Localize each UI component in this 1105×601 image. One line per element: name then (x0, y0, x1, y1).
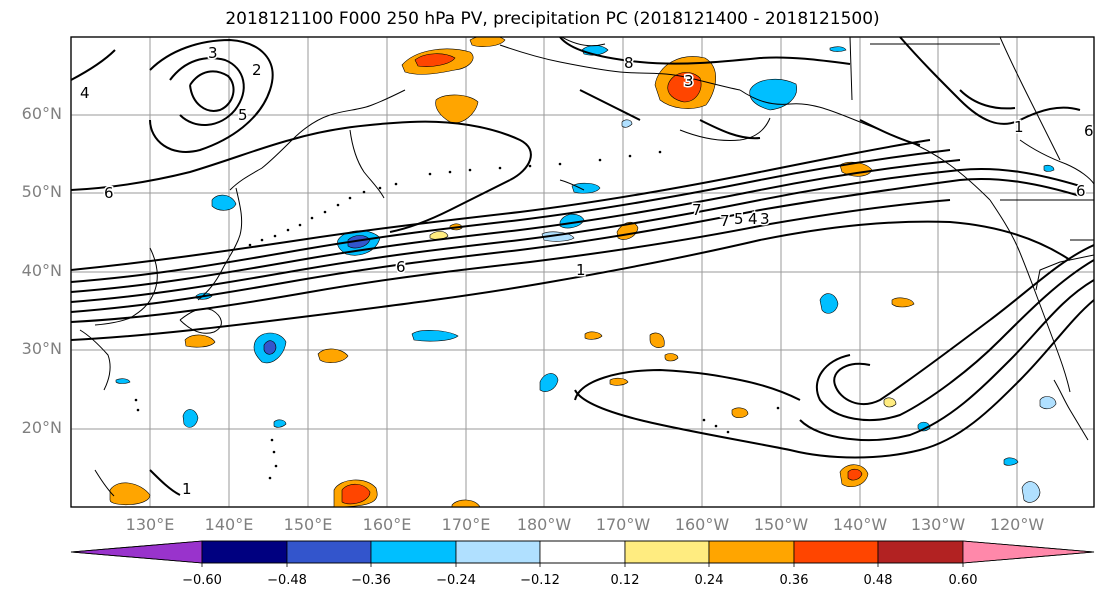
contour-label: 5 (238, 106, 248, 124)
contour-label: 1 (182, 480, 192, 498)
colorbar-segment (539, 540, 626, 564)
contour-label: 3 (208, 44, 218, 62)
contour-label: 7 (692, 201, 702, 219)
contour-label: 6 (1084, 122, 1094, 140)
map-title: 2018121100 F000 250 hPa PV, precipitatio… (225, 9, 880, 29)
contour-label: 4 (748, 210, 758, 228)
colorbar-segment (962, 540, 1095, 564)
colorbar-tick: 0.60 (948, 573, 978, 588)
contour-label: 8 (624, 54, 634, 72)
lon-label: 140°W (832, 515, 888, 534)
colorbar-segment (455, 540, 541, 564)
lon-label: 180°W (516, 515, 572, 534)
lat-label: 50°N (21, 182, 62, 201)
colorbar-tick: 0.48 (863, 573, 893, 588)
colorbar-segment (286, 540, 372, 564)
colorbar-segment (624, 540, 710, 564)
lon-label: 140°E (204, 515, 254, 534)
colorbar (70, 540, 1095, 567)
colorbar-tick: −0.48 (267, 573, 307, 588)
colorbar-tick: −0.60 (182, 573, 222, 588)
colorbar-tick: −0.12 (520, 573, 560, 588)
colorbar-segment (877, 540, 964, 564)
contour-label: 3 (684, 72, 694, 90)
colorbar-tick: −0.36 (351, 573, 391, 588)
lon-label: 150°E (283, 515, 333, 534)
lon-label: 160°W (674, 515, 730, 534)
contour-label: 1 (576, 261, 586, 279)
contour-label: 1 (1014, 118, 1024, 136)
island-chains (134, 150, 780, 480)
contour-labels: 3 2 4 5 7 1 6 6 1 7 5 4 3 1 8 3 6 6 (79, 43, 1095, 500)
lon-label: 130°E (125, 515, 175, 534)
colorbar-tick: −0.24 (436, 573, 476, 588)
contour-label: 4 (80, 84, 90, 102)
lat-label: 30°N (21, 339, 62, 358)
colorbar-segment (370, 540, 457, 564)
lat-label: 40°N (21, 261, 62, 280)
colorbar-tick: 0.12 (610, 573, 640, 588)
lon-label: 170°E (441, 515, 491, 534)
lon-label: 150°W (753, 515, 809, 534)
contour-label: 6 (1076, 182, 1086, 200)
lon-label: 160°E (362, 515, 412, 534)
colorbar-segment (201, 540, 288, 564)
contour-label: 3 (760, 210, 770, 228)
pv-contours (71, 37, 1094, 496)
colorbar-segment (708, 540, 795, 564)
lat-label: 20°N (21, 418, 62, 437)
colorbar-segment (70, 540, 203, 564)
contour-label: 2 (252, 61, 262, 79)
lon-label: 120°W (989, 515, 1045, 534)
colorbar-tick: 0.24 (694, 573, 724, 588)
contour-label: 6 (396, 258, 406, 276)
lat-label: 60°N (21, 104, 62, 123)
colorbar-tick: 0.36 (779, 573, 809, 588)
contour-label: 7 (720, 212, 730, 230)
contour-label: 5 (734, 210, 744, 228)
colorbar-segment (793, 540, 879, 564)
lon-label: 130°W (910, 515, 966, 534)
contour-label: 6 (104, 184, 114, 202)
lon-label: 170°W (595, 515, 651, 534)
